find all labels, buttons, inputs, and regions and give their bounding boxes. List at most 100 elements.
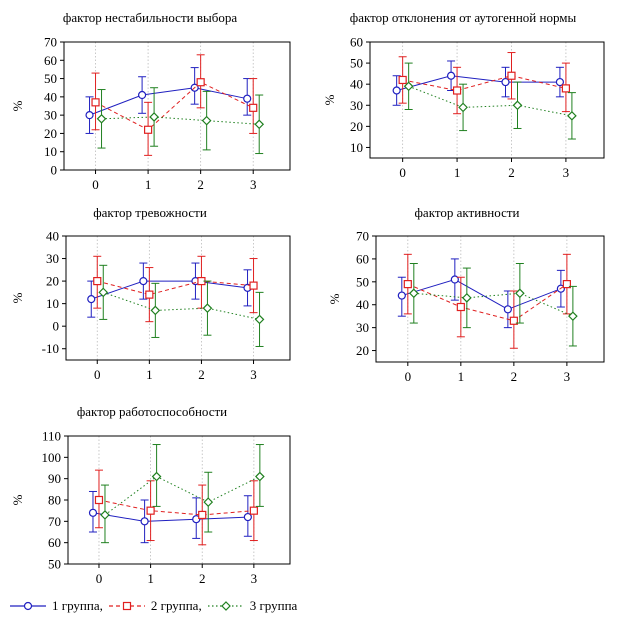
- data-point: [139, 276, 148, 286]
- data-point: [85, 111, 94, 120]
- x-tick-label: 3: [250, 177, 257, 192]
- data-point: [561, 84, 571, 93]
- series-line-2: [98, 499, 254, 516]
- y-tick-label: 70: [48, 514, 61, 529]
- series-line-1: [92, 512, 248, 522]
- panel-title: фактор нестабильности выбора: [63, 10, 237, 25]
- series-line-1: [89, 87, 248, 116]
- series-group-2: [94, 469, 258, 546]
- series-group-3: [408, 262, 578, 347]
- data-point: [137, 90, 147, 100]
- y-tick-label: 30: [46, 251, 59, 266]
- y-axis-label: %: [10, 292, 25, 303]
- data-point: [456, 302, 465, 312]
- plot-frame: [65, 235, 291, 361]
- legend-label-group-3: 3 группа: [249, 598, 298, 613]
- y-tick-label: 110: [42, 429, 61, 444]
- data-point: [151, 471, 162, 482]
- series-group-2: [93, 255, 258, 323]
- x-tick-label: 1: [145, 177, 152, 192]
- series-line-2: [407, 283, 568, 322]
- data-point: [143, 125, 153, 134]
- x-tick-label: 2: [511, 369, 518, 384]
- data-point: [392, 86, 401, 95]
- data-point: [398, 75, 407, 85]
- data-point: [201, 115, 212, 126]
- series-line-1: [396, 75, 560, 91]
- data-point: [243, 94, 252, 103]
- y-tick-label: -10: [42, 341, 59, 356]
- data-point: [249, 506, 258, 515]
- data-point: [243, 512, 252, 522]
- data-point: [202, 303, 213, 313]
- chart-panel-3: фактор тревожности% -10 0 10 20 30 40 0 1 2 3: [10, 205, 291, 382]
- data-point: [94, 495, 104, 505]
- x-tick-label: 1: [146, 367, 153, 382]
- data-point: [450, 275, 459, 284]
- y-tick-label: 20: [46, 274, 59, 289]
- data-point: [100, 510, 110, 520]
- legend-swatch-group-3: [207, 601, 244, 611]
- data-point: [203, 497, 214, 507]
- plot-frame: [369, 41, 605, 159]
- y-tick-label: 90: [48, 471, 61, 486]
- chart-panel-2: фактор отклонения от аутогенной нормы%10…: [322, 10, 605, 180]
- y-tick-label: 70: [44, 35, 57, 50]
- data-point: [93, 276, 102, 286]
- data-point: [145, 290, 154, 299]
- y-axis-label: %: [10, 100, 25, 111]
- legend-label-group-1: 1 группа,: [52, 598, 103, 613]
- x-tick-label: 2: [199, 571, 206, 586]
- data-point: [403, 280, 412, 289]
- y-tick-label: 30: [44, 108, 57, 123]
- y-tick-label: 10: [350, 140, 363, 155]
- x-tick-label: 0: [96, 571, 103, 586]
- y-tick-label: 40: [350, 77, 363, 92]
- chart-panel-1: фактор нестабильности выбора%01020304050…: [10, 10, 291, 192]
- y-tick-label: 80: [48, 493, 61, 508]
- data-point: [452, 86, 462, 95]
- y-tick-label: 60: [350, 35, 363, 50]
- data-point: [198, 510, 207, 520]
- data-point: [88, 508, 98, 517]
- legend-swatch-group-1: [10, 601, 46, 611]
- data-point: [503, 305, 512, 314]
- x-tick-label: 0: [92, 177, 99, 192]
- series-group-3: [403, 62, 577, 140]
- chart-legend: 1 группа, 2 группа, 3 группа: [8, 596, 301, 616]
- y-tick-label: 50: [356, 274, 369, 289]
- plot-frame: [63, 41, 291, 171]
- legend-label-group-2: 2 группа,: [150, 598, 202, 613]
- x-tick-label: 0: [399, 165, 406, 180]
- series-group-3: [100, 444, 265, 544]
- y-axis-label: %: [10, 494, 25, 505]
- chart-panel-5: фактор работоспособности%506070809010011…: [10, 404, 291, 586]
- series-line-3: [101, 116, 260, 125]
- x-tick-label: 1: [454, 165, 461, 180]
- panel-title: фактор тревожности: [93, 205, 207, 220]
- x-tick-label: 3: [251, 571, 258, 586]
- data-point: [515, 288, 525, 299]
- data-point: [254, 119, 265, 130]
- data-point: [249, 103, 258, 112]
- series-group-1: [392, 60, 565, 106]
- y-tick-label: 30: [356, 320, 369, 335]
- data-point: [146, 506, 155, 515]
- legend-item-group-1: 1 группа,: [8, 598, 103, 614]
- series-group-1: [88, 490, 252, 544]
- y-tick-label: 40: [46, 229, 59, 244]
- y-tick-label: 50: [48, 557, 61, 572]
- series-line-3: [104, 475, 261, 516]
- data-point: [149, 112, 159, 122]
- y-tick-label: 50: [350, 56, 363, 71]
- y-tick-label: 50: [44, 71, 57, 86]
- data-point: [512, 100, 523, 111]
- series-group-3: [96, 87, 265, 155]
- x-tick-label: 2: [508, 165, 515, 180]
- data-point: [446, 71, 456, 80]
- chart-panel-4: фактор активности% 20 30 40 50 60 70 0 1 2 3: [327, 205, 605, 384]
- series-group-2: [398, 52, 571, 115]
- legend-item-group-3: 3 группа: [206, 598, 298, 614]
- data-point: [87, 295, 96, 304]
